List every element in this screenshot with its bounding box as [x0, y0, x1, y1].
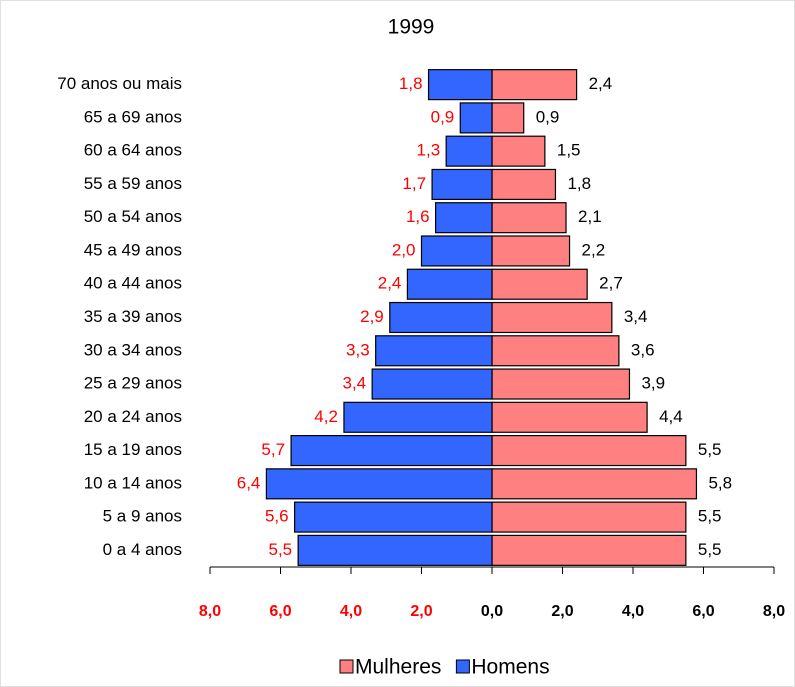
value-label: 0,9: [536, 107, 560, 126]
bar: [406, 268, 493, 300]
value-label: 2,0: [392, 240, 416, 259]
value-label: 3,4: [343, 374, 367, 393]
bar: [343, 401, 493, 433]
bar: [491, 102, 525, 134]
legend-label: Homens: [471, 656, 549, 679]
value-label: 5,5: [698, 440, 722, 459]
value-label: 1,7: [402, 174, 426, 193]
bar: [420, 235, 493, 267]
bar: [389, 301, 493, 334]
legend-swatch: [455, 659, 470, 674]
bar: [459, 102, 493, 134]
y-tick-label: 25 a 29 anos: [84, 374, 182, 393]
bar: [491, 434, 687, 467]
y-tick-label: 10 a 14 anos: [84, 473, 182, 492]
y-tick-label: 15 a 19 anos: [84, 440, 182, 459]
bar: [491, 468, 698, 500]
y-tick-label: 20 a 24 anos: [84, 407, 182, 426]
y-tick-label: 55 a 59 anos: [84, 174, 182, 193]
bar: [491, 268, 588, 300]
value-label: 5,5: [698, 540, 722, 559]
y-tick-label: 50 a 54 anos: [84, 207, 182, 226]
x-tick-label: 4,0: [622, 603, 644, 620]
y-tick-label: 45 a 49 anos: [84, 240, 182, 259]
y-tick-label: 60 a 64 anos: [84, 141, 182, 160]
value-label: 2,7: [599, 274, 623, 293]
bar: [427, 69, 493, 101]
bar: [371, 368, 493, 400]
value-label: 3,9: [641, 374, 665, 393]
value-label: 6,4: [237, 473, 261, 492]
bar: [435, 202, 493, 234]
bar: [491, 401, 648, 433]
value-label: 1,6: [406, 207, 430, 226]
value-label: 2,1: [578, 207, 602, 226]
y-tick-label: 70 anos ou mais: [57, 74, 182, 93]
value-label: 1,3: [417, 141, 441, 160]
value-label: 1,8: [567, 174, 591, 193]
bar: [491, 301, 613, 334]
legend-swatch: [339, 659, 354, 674]
value-label: 3,4: [624, 307, 648, 326]
chart-title: 1999: [388, 16, 435, 39]
bar: [491, 202, 567, 234]
bar: [491, 534, 687, 566]
bar: [491, 69, 578, 101]
bar: [290, 434, 493, 467]
bar: [491, 368, 631, 400]
x-tick-label: 6,0: [269, 603, 291, 620]
legend-label: Mulheres: [355, 656, 441, 679]
bar: [445, 135, 493, 167]
x-tick-label: 8,0: [763, 603, 785, 620]
x-tick-label: 2,0: [551, 603, 573, 620]
value-label: 3,6: [631, 340, 655, 359]
x-tick-label: 8,0: [199, 603, 221, 620]
bar: [431, 168, 493, 201]
bar: [294, 501, 493, 533]
value-label: 5,5: [698, 507, 722, 526]
value-label: 0,9: [431, 107, 455, 126]
value-label: 4,2: [314, 407, 338, 426]
x-tick-label: 4,0: [340, 603, 362, 620]
value-label: 2,4: [589, 74, 613, 93]
bar: [375, 335, 493, 367]
value-label: 5,7: [261, 440, 285, 459]
x-tick-label: 2,0: [410, 603, 432, 620]
x-tick-label: 6,0: [692, 603, 714, 620]
value-label: 5,5: [268, 540, 292, 559]
y-tick-label: 40 a 44 anos: [84, 274, 182, 293]
value-label: 4,4: [659, 407, 683, 426]
value-label: 2,4: [378, 274, 402, 293]
y-tick-label: 35 a 39 anos: [84, 307, 182, 326]
bar: [491, 135, 546, 167]
bar: [491, 501, 687, 533]
value-label: 5,8: [708, 473, 732, 492]
y-tick-label: 65 a 69 anos: [84, 107, 182, 126]
value-label: 2,2: [582, 240, 606, 259]
bar: [265, 468, 493, 500]
bar: [491, 168, 557, 201]
value-label: 5,6: [265, 507, 289, 526]
value-label: 1,8: [399, 74, 423, 93]
bar: [491, 335, 620, 367]
value-label: 1,5: [557, 141, 581, 160]
value-label: 2,9: [360, 307, 384, 326]
y-tick-label: 30 a 34 anos: [84, 340, 182, 359]
bar: [297, 534, 493, 566]
y-tick-label: 0 a 4 anos: [103, 540, 182, 559]
value-label: 3,3: [346, 340, 370, 359]
y-tick-label: 5 a 9 anos: [103, 507, 182, 526]
x-tick-label: 0,0: [481, 603, 503, 620]
bar: [491, 235, 571, 267]
